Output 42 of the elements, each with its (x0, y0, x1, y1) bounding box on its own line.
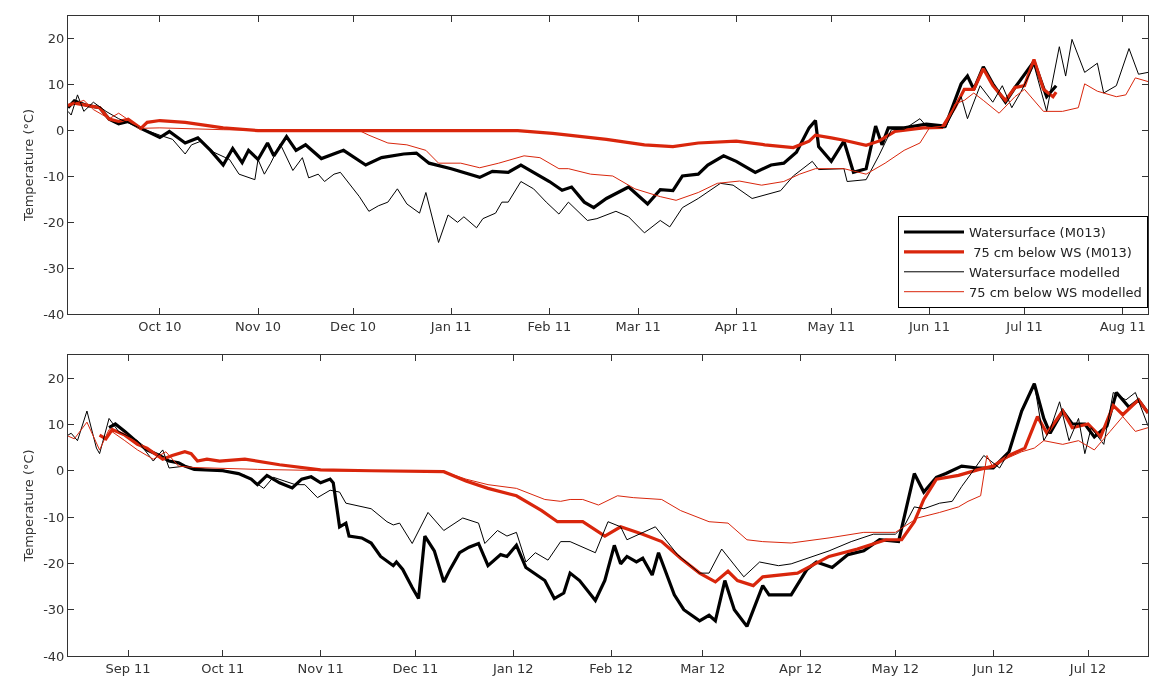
x-tick-label: Jul 12 (1068, 660, 1107, 676)
y-tick-label: 0 (56, 463, 65, 479)
x-tick-label: Sep 11 (105, 660, 151, 676)
x-tick-label: Nov 10 (235, 318, 282, 334)
x-tick-label: Jun 11 (907, 318, 950, 334)
legend-label: 75 cm below WS (M013) (969, 244, 1132, 260)
x-tick-label: Aug 11 (1099, 318, 1146, 334)
x-tick-label: May 12 (871, 660, 920, 676)
x-tick-label: Dec 10 (330, 318, 376, 334)
y-tick-label: -40 (43, 648, 65, 664)
y-tick-label: -30 (43, 602, 65, 618)
x-tick-label: Oct 10 (138, 318, 182, 334)
x-tick-label: Dec 11 (392, 660, 439, 676)
x-tick-label: Nov 11 (297, 660, 344, 676)
x-tick-label: May 11 (807, 318, 856, 334)
x-tick-label: Oct 11 (201, 660, 245, 676)
y-tick-label: 20 (47, 370, 65, 386)
legend-label: Watersurface (M013) (969, 225, 1106, 241)
x-tick-label: Apr 12 (779, 660, 823, 676)
y-tick-label: -20 (43, 214, 65, 230)
y-tick-label: -10 (43, 509, 65, 525)
x-tick-label: Mar 12 (680, 660, 726, 676)
y-tick-label: -20 (43, 555, 65, 571)
y-tick-label: -30 (43, 260, 65, 276)
legend-label: 75 cm below WS modelled (969, 284, 1142, 300)
x-tick-label: Jul 11 (1005, 318, 1043, 334)
y-tick-label: -40 (43, 306, 65, 322)
x-tick-label: Mar 11 (615, 318, 661, 334)
y-tick-label: 20 (47, 31, 65, 47)
x-tick-label: Jan 11 (429, 318, 472, 334)
y-tick-label: 10 (47, 417, 65, 433)
y-tick-label: 0 (56, 123, 65, 139)
legend-label: Watersurface modelled (969, 264, 1120, 280)
y-axis-title: Temperature (°C) (21, 108, 37, 223)
y-tick-label: -10 (43, 169, 65, 185)
x-tick-label: Jan 12 (491, 660, 534, 676)
x-tick-label: Jun 12 (971, 660, 1014, 676)
y-tick-label: 10 (47, 77, 65, 93)
x-tick-label: Feb 11 (527, 318, 572, 334)
x-tick-label: Apr 11 (714, 318, 758, 334)
x-tick-label: Feb 12 (589, 660, 634, 676)
y-axis-title: Temperature (°C) (21, 449, 37, 563)
